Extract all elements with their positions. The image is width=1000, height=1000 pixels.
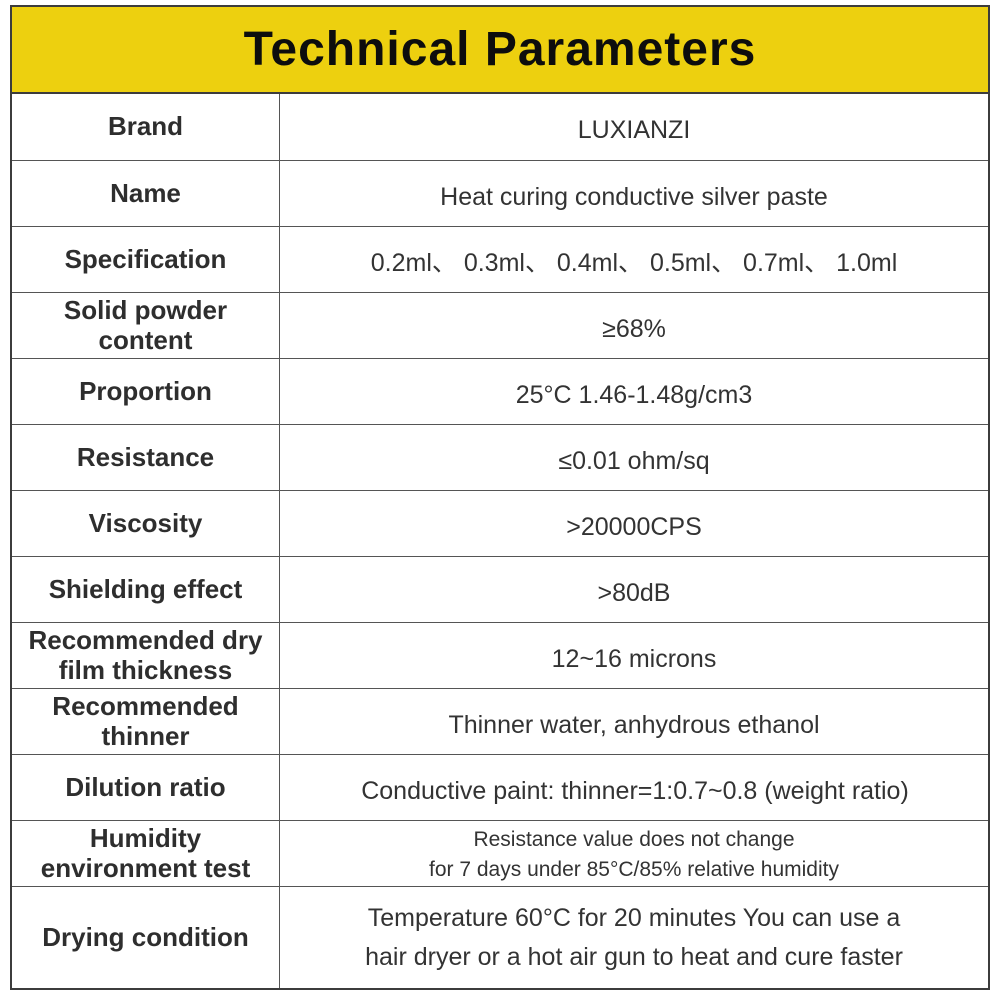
param-value: Thinner water, anhydrous ethanol: [448, 710, 820, 739]
table-row-dilution-ratio: Dilution ratio Conductive paint: thinner…: [12, 754, 988, 820]
table-row-specification: Specification 0.2ml、 0.3ml、 0.4ml、 0.5ml…: [12, 226, 988, 292]
param-value: Resistance value does not change for 7 d…: [429, 828, 839, 881]
param-label: Humidity environment test: [12, 821, 280, 886]
page-title: Technical Parameters: [243, 23, 757, 76]
param-value: Temperature 60°C for 20 minutes You can …: [365, 903, 903, 971]
param-label: Name: [12, 161, 280, 226]
param-value: 25°C 1.46-1.48g/cm3: [515, 380, 753, 409]
param-value: LUXIANZI: [577, 116, 691, 145]
table-row-drying-condition: Drying condition Temperature 60°C for 20…: [12, 886, 988, 988]
param-label: Specification: [12, 227, 280, 292]
param-value: ≤0.01 ohm/sq: [558, 446, 710, 475]
param-label: Recommended thinner: [12, 689, 280, 754]
param-label: Viscosity: [12, 491, 280, 556]
table-row-humidity-environment-test: Humidity environment test Resistance val…: [12, 820, 988, 886]
table-row-resistance: Resistance ≤0.01 ohm/sq: [12, 424, 988, 490]
parameters-table: Brand LUXIANZI Name Heat curing conducti…: [12, 94, 988, 988]
param-label: Proportion: [12, 359, 280, 424]
param-label: Shielding effect: [12, 557, 280, 622]
param-label: Dilution ratio: [12, 755, 280, 820]
param-value: ≥68%: [602, 314, 666, 343]
technical-parameters-sheet: Technical Parameters Brand LUXIANZI Name…: [10, 5, 990, 990]
table-row-recommended-thinner: Recommended thinner Thinner water, anhyd…: [12, 688, 988, 754]
param-label: Solid powder content: [12, 293, 280, 358]
table-row-brand: Brand LUXIANZI: [12, 94, 988, 160]
param-value: 12~16 microns: [551, 644, 717, 673]
param-label: Drying condition: [12, 887, 280, 988]
table-row-dry-film-thickness: Recommended dry film thickness 12~16 mic…: [12, 622, 988, 688]
param-label: Brand: [12, 94, 280, 160]
table-row-viscosity: Viscosity >20000CPS: [12, 490, 988, 556]
table-row-solid-powder-content: Solid powder content ≥68%: [12, 292, 988, 358]
param-value: Heat curing conductive silver paste: [440, 182, 828, 211]
table-row-shielding-effect: Shielding effect >80dB: [12, 556, 988, 622]
table-row-name: Name Heat curing conductive silver paste: [12, 160, 988, 226]
title-banner: Technical Parameters: [12, 7, 988, 94]
param-value: >20000CPS: [566, 512, 702, 541]
table-row-proportion: Proportion 25°C 1.46-1.48g/cm3: [12, 358, 988, 424]
param-label: Resistance: [12, 425, 280, 490]
param-value: Conductive paint: thinner=1:0.7~0.8 (wei…: [361, 776, 909, 805]
param-label: Recommended dry film thickness: [12, 623, 280, 688]
param-value: >80dB: [597, 578, 671, 607]
param-value: 0.2ml、 0.3ml、 0.4ml、 0.5ml、 0.7ml、 1.0ml: [370, 248, 898, 277]
